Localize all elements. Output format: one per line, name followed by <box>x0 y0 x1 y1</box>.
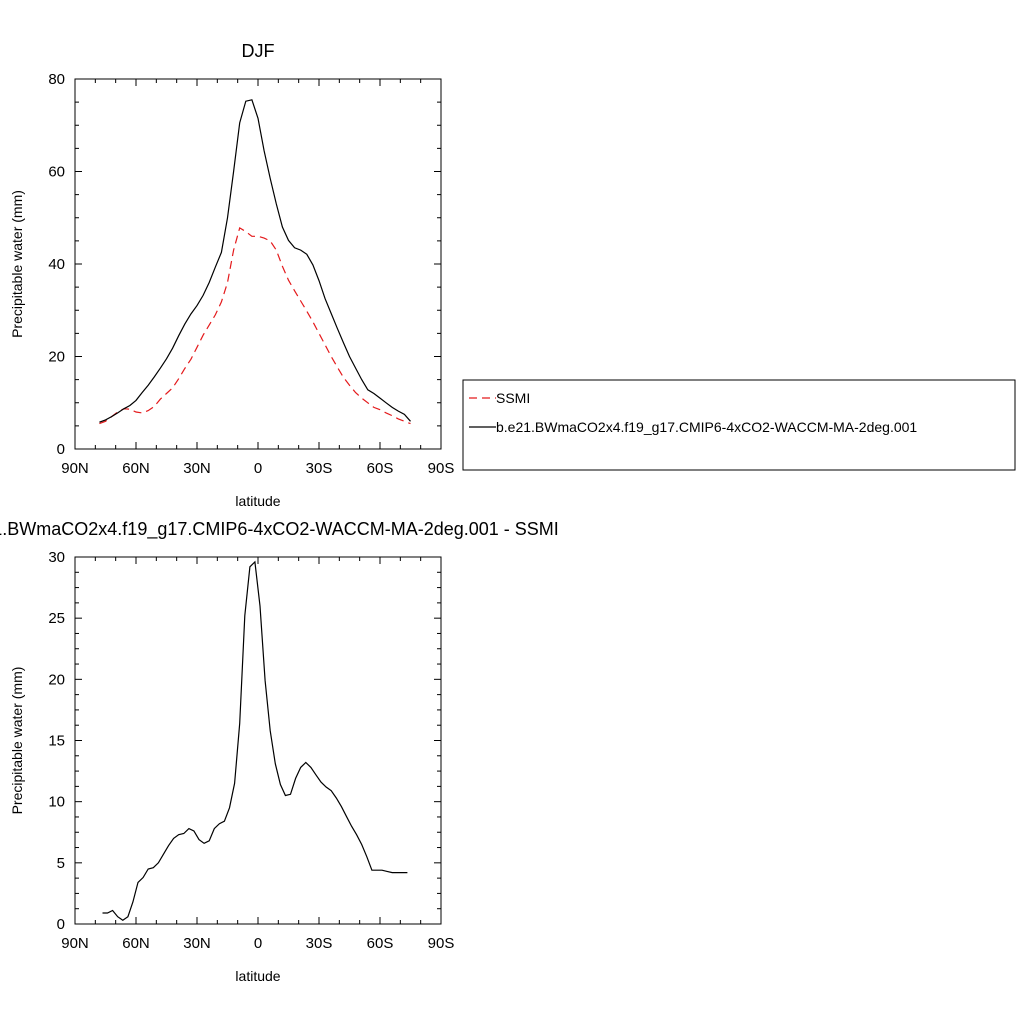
y-tick-label: 60 <box>48 164 65 181</box>
x-tick-label: 60S <box>367 935 394 952</box>
x-tick-label: 30N <box>183 460 211 477</box>
plot-frame <box>74 78 442 450</box>
x-tick-label: 90S <box>428 460 455 477</box>
y-tick-label: 25 <box>48 610 65 627</box>
x-tick-label: 90S <box>428 935 455 952</box>
y-tick-label: 40 <box>48 256 65 273</box>
y-tick-label: 5 <box>57 855 65 872</box>
series-line-1 <box>99 226 411 425</box>
x-tick-label: 30N <box>183 935 211 952</box>
x-tick-label: 60N <box>122 460 150 477</box>
series-line-2 <box>99 99 411 423</box>
x-axis-label: latitude <box>235 968 280 984</box>
chart-panel-1: DJF 90N 60N 30N 0 30S 60S 90S 0 20 40 60 80 latitude P… <box>9 41 1016 509</box>
x-tick-label: 0 <box>254 460 262 477</box>
x-tick-label: 0 <box>254 935 262 952</box>
x-tick-label: 30S <box>306 935 333 952</box>
y-tick-label: 0 <box>57 441 65 458</box>
chart-title: b.e21.BWmaCO2x4.f19_g17.CMIP6-4xCO2-WACC… <box>0 519 559 540</box>
x-tick-label: 60S <box>367 460 394 477</box>
legend-entry-label: SSMI <box>496 390 530 406</box>
x-tick-label: 60N <box>122 935 150 952</box>
y-tick-label: 20 <box>48 671 65 688</box>
legend: SSMI b.e21.BWmaCO2x4.f19_g17.CMIP6-4xCO2-… <box>462 379 1016 471</box>
chart-panel-2: b.e21.BWmaCO2x4.f19_g17.CMIP6-4xCO2-WACC… <box>0 519 559 984</box>
x-tick-label: 90N <box>61 460 89 477</box>
series-line-1 <box>102 560 408 922</box>
y-tick-label: 80 <box>48 71 65 88</box>
y-axis-label: Precipitable water (mm) <box>9 190 25 338</box>
legend-entry-label: b.e21.BWmaCO2x4.f19_g17.CMIP6-4xCO2-WACC… <box>496 419 917 435</box>
plot-frame <box>74 556 442 925</box>
y-tick-label: 0 <box>57 916 65 933</box>
chart-title: DJF <box>242 41 275 61</box>
y-tick-label: 15 <box>48 733 65 750</box>
x-axis-label: latitude <box>235 493 280 509</box>
y-tick-label: 30 <box>48 549 65 566</box>
legend-box <box>462 379 1016 471</box>
x-tick-label: 30S <box>306 460 333 477</box>
y-tick-label: 20 <box>48 349 65 366</box>
y-axis-label: Precipitable water (mm) <box>9 667 25 815</box>
y-tick-label: 10 <box>48 794 65 811</box>
x-tick-label: 90N <box>61 935 89 952</box>
